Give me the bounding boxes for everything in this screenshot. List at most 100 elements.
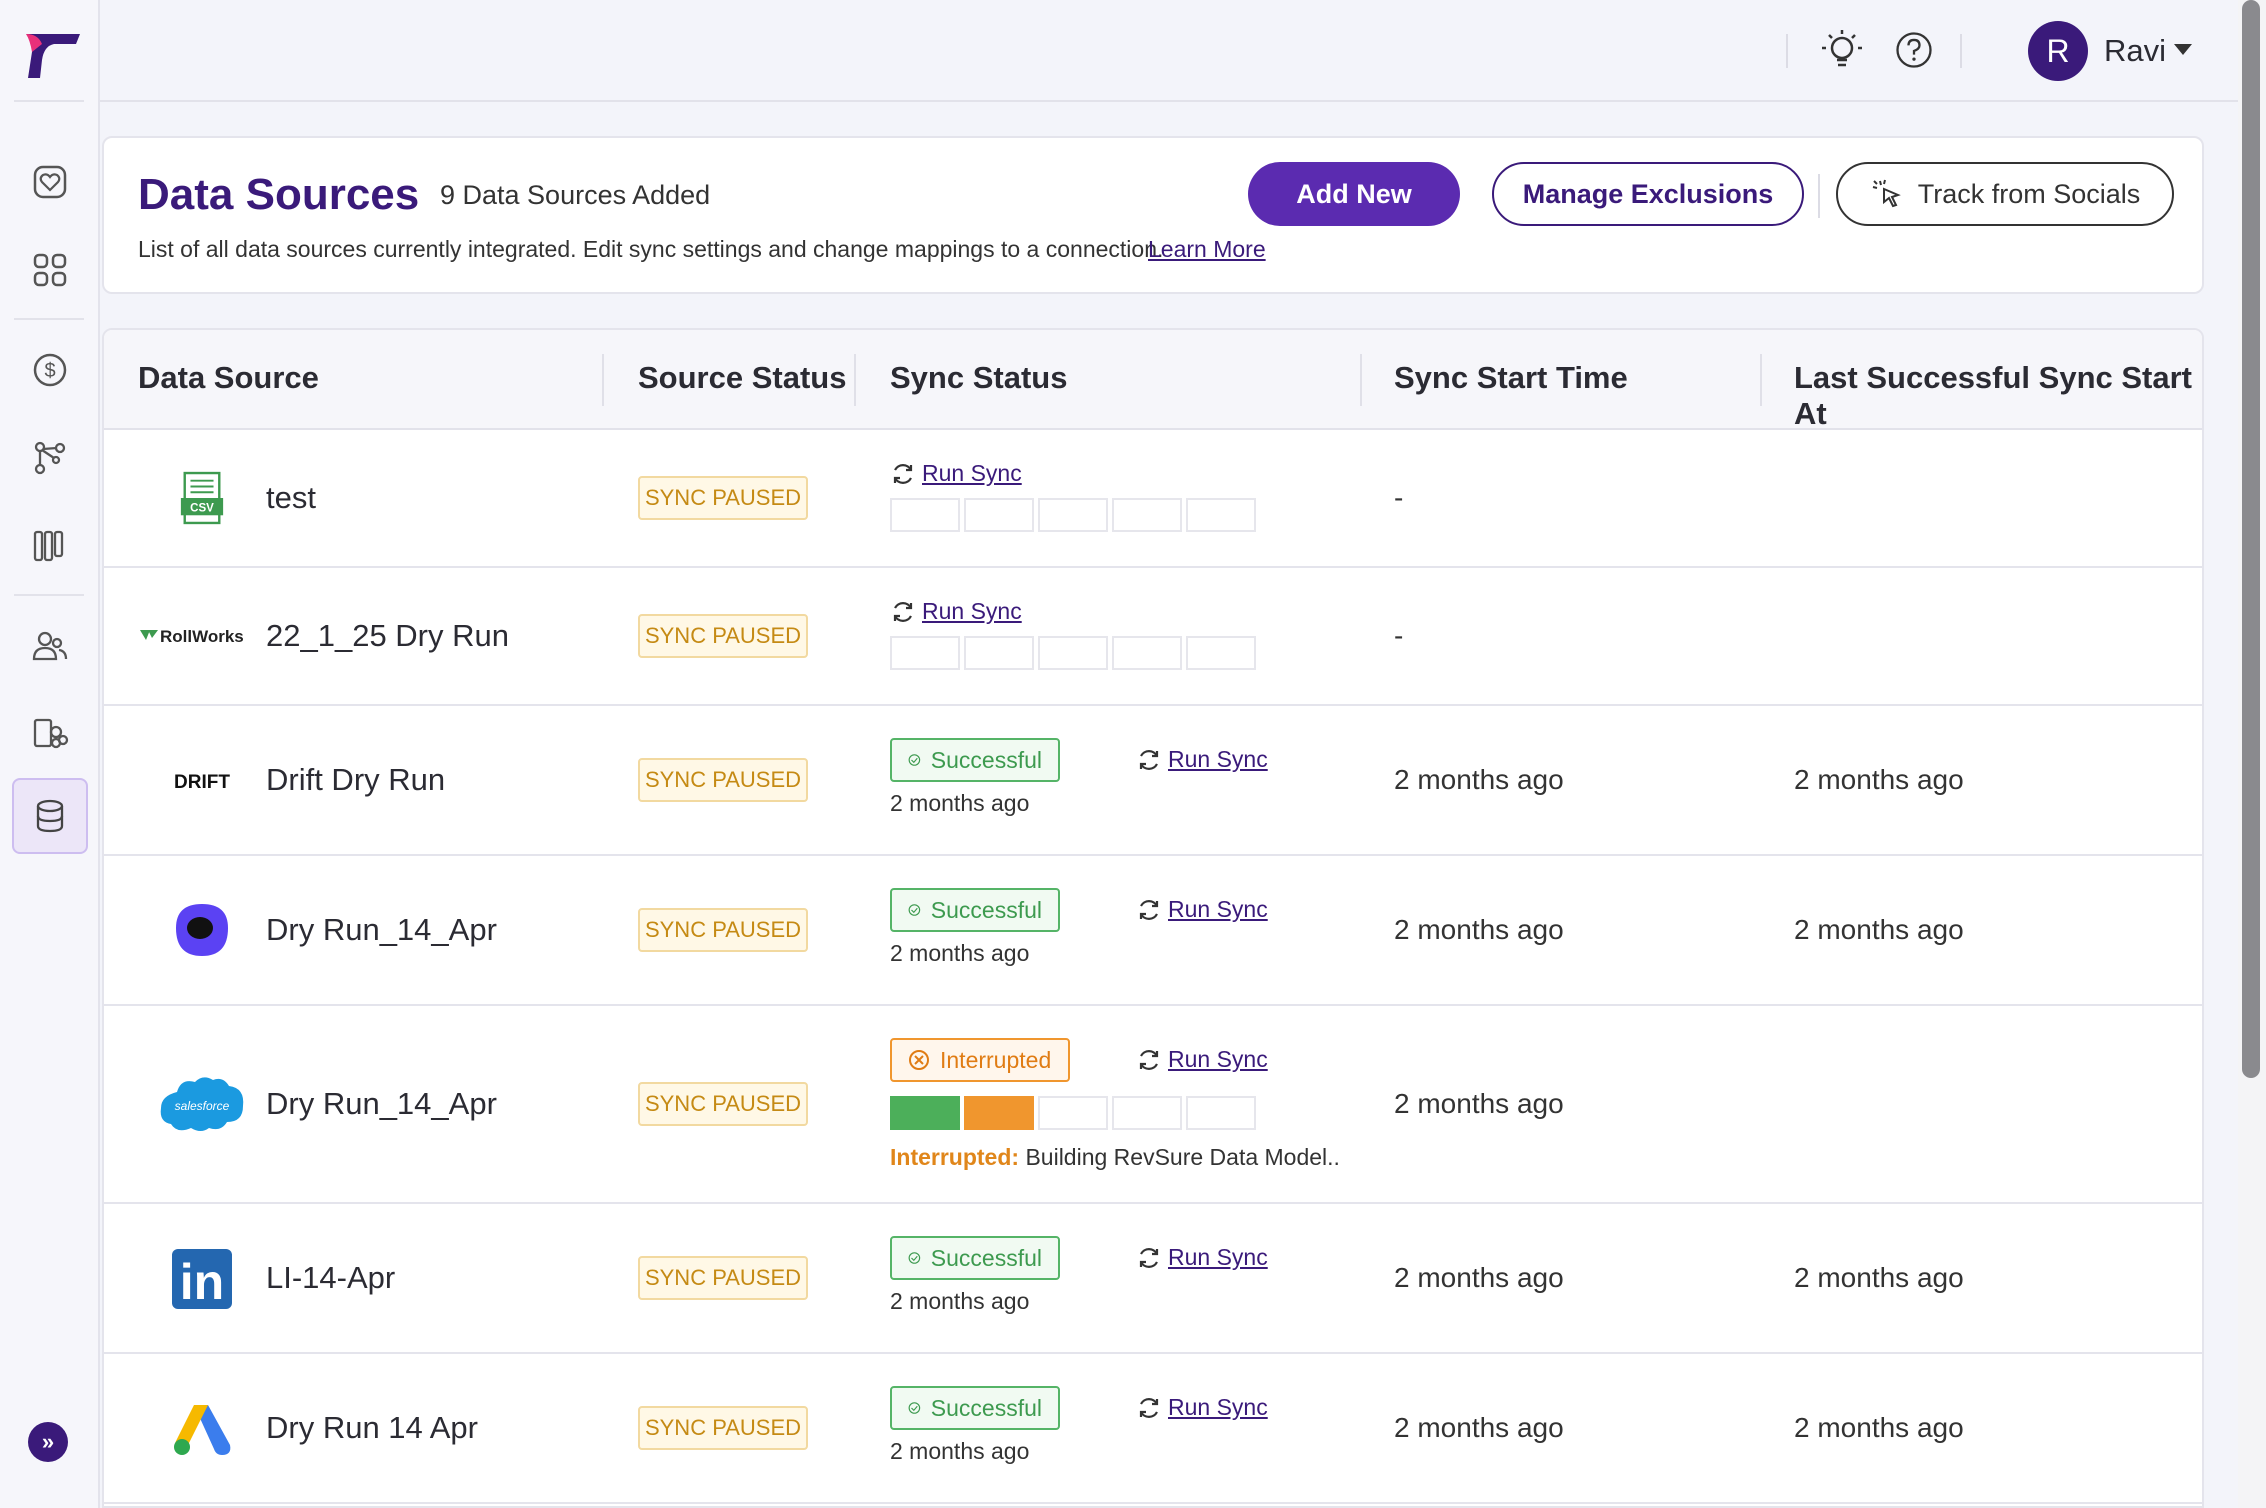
progress-segment xyxy=(1038,498,1108,532)
check-circle-icon xyxy=(908,754,921,766)
data-source-name: Drift Dry Run xyxy=(266,762,446,797)
sidebar-expand-button[interactable]: » xyxy=(28,1422,68,1462)
theme-toggle-button[interactable] xyxy=(1818,26,1866,74)
sync-status-badge: Successful xyxy=(890,1386,1060,1430)
sidebar-item-people[interactable] xyxy=(12,608,88,684)
sync-status-badge: Interrupted xyxy=(890,1038,1070,1082)
source-status-badge: SYNC PAUSED xyxy=(638,1406,808,1450)
run-sync-label: Run Sync xyxy=(1168,1046,1268,1072)
check-circle-icon xyxy=(908,1252,921,1264)
table-row[interactable]: DRIFT Drift Dry Run SYNC PAUSED Successf… xyxy=(104,706,2202,856)
sidebar-item-data-sources[interactable] xyxy=(12,778,88,854)
run-sync-link[interactable]: Run Sync xyxy=(1136,746,1268,773)
column-header-data-source[interactable]: Data Source xyxy=(138,360,319,395)
column-header-sync-status[interactable]: Sync Status xyxy=(890,360,1068,395)
refresh-icon xyxy=(1139,899,1159,920)
run-sync-link[interactable]: Run Sync xyxy=(890,460,1022,487)
drift-logo-text: DRIFT xyxy=(174,772,230,793)
salesforce-logo-text: salesforce xyxy=(175,1099,230,1113)
topbar-divider xyxy=(1960,34,1962,68)
run-sync-label: Run Sync xyxy=(1168,1244,1268,1270)
page-title: Data Sources xyxy=(138,170,420,219)
sync-progress xyxy=(890,1096,1256,1130)
progress-segment xyxy=(1112,1096,1182,1130)
table-row[interactable]: RollWorks 22_1_25 Dry Run SYNC PAUSED Ru… xyxy=(104,568,2202,706)
progress-segment xyxy=(1186,636,1256,670)
last-successful-sync: 2 months ago xyxy=(1794,764,1964,795)
progress-segment xyxy=(1038,1096,1108,1130)
table-row[interactable]: CSV test SYNC PAUSED Run Sync - xyxy=(104,430,2202,568)
table-row[interactable]: Dry Run_14_Apr SYNC PAUSED Successful 2 … xyxy=(104,856,2202,1006)
progress-segment-interrupted xyxy=(964,1096,1034,1130)
table-row[interactable]: salesforce Dry Run_14_Apr SYNC PAUSED In… xyxy=(104,1006,2202,1204)
topbar: R Ravi xyxy=(100,0,2238,102)
source-status-badge: SYNC PAUSED xyxy=(638,1082,808,1126)
csv-file-icon: CSV xyxy=(138,470,266,526)
progress-segment xyxy=(964,636,1034,670)
table-row[interactable]: in LI-14-Apr SYNC PAUSED Successful 2 mo… xyxy=(104,1204,2202,1354)
sidebar-item-journeys[interactable] xyxy=(12,420,88,496)
sidebar-item-home[interactable] xyxy=(12,144,88,220)
column-header-source-status[interactable]: Source Status xyxy=(638,360,847,395)
user-name[interactable]: Ravi xyxy=(2104,33,2167,68)
data-source-name: test xyxy=(266,480,316,515)
data-source-name: LI-14-Apr xyxy=(266,1260,396,1295)
sidebar-divider xyxy=(14,594,84,596)
manage-exclusions-button[interactable]: Manage Exclusions xyxy=(1492,162,1804,226)
run-sync-link[interactable]: Run Sync xyxy=(1136,1244,1268,1271)
run-sync-link[interactable]: Run Sync xyxy=(1136,896,1268,923)
svg-text:CSV: CSV xyxy=(190,502,214,514)
progress-segment xyxy=(1038,636,1108,670)
rollworks-logo: RollWorks xyxy=(138,616,266,656)
lightbulb-icon xyxy=(1822,30,1862,67)
check-circle-icon xyxy=(908,1402,921,1414)
last-successful-sync: 2 months ago xyxy=(1794,1412,1964,1443)
learn-more-link[interactable]: Learn More xyxy=(1148,236,1266,262)
accounts-icon xyxy=(33,718,69,749)
run-sync-link[interactable]: Run Sync xyxy=(1136,1394,1268,1421)
progress-segment xyxy=(890,636,960,670)
sync-start-time: 2 months ago xyxy=(1394,1262,1564,1293)
table-row[interactable]: Dry Run 14 Apr SYNC PAUSED Successful 2 … xyxy=(104,1354,2202,1504)
run-sync-link[interactable]: Run Sync xyxy=(890,598,1022,625)
sync-start-time: 2 months ago xyxy=(1394,1412,1564,1443)
progress-segment xyxy=(1186,498,1256,532)
cursor-click-icon xyxy=(1872,179,1901,208)
progress-segment xyxy=(1112,498,1182,532)
help-icon xyxy=(1896,32,1932,68)
source-status-badge: SYNC PAUSED xyxy=(638,1256,808,1300)
refresh-icon xyxy=(1139,1247,1159,1268)
track-from-socials-label: Track from Socials xyxy=(1917,178,2141,209)
brand-logo[interactable] xyxy=(24,30,82,80)
help-button[interactable] xyxy=(1890,26,1938,74)
sync-status-label: Successful xyxy=(930,746,1042,773)
heart-icon xyxy=(33,165,67,199)
table-header: Data Source Source Status Sync Status Sy… xyxy=(104,330,2202,431)
salesforce-logo: salesforce xyxy=(138,1072,266,1136)
run-sync-link[interactable]: Run Sync xyxy=(1136,1046,1268,1073)
sync-status-label: Successful xyxy=(930,1244,1042,1271)
add-new-button[interactable]: Add New xyxy=(1248,162,1460,226)
graph-icon xyxy=(34,441,66,475)
avatar[interactable]: R xyxy=(2028,21,2088,81)
sidebar-item-accounts[interactable] xyxy=(12,694,88,770)
run-sync-label: Run Sync xyxy=(922,598,1022,624)
data-sources-table: Data Source Source Status Sync Status Sy… xyxy=(102,328,2204,1508)
source-status-badge: SYNC PAUSED xyxy=(638,908,808,952)
sync-start-time: 2 months ago xyxy=(1394,914,1564,945)
dollar-icon: $ xyxy=(33,353,67,387)
interrupted-label: Interrupted: xyxy=(890,1144,1020,1170)
column-header-last-successful-sync[interactable]: Last Successful Sync Start At xyxy=(1794,360,2192,431)
sidebar-item-dashboards[interactable] xyxy=(12,232,88,308)
progress-segment xyxy=(964,498,1034,532)
sidebar-item-pipeline[interactable] xyxy=(12,508,88,584)
data-source-name: Dry Run 14 Apr xyxy=(266,1410,478,1445)
column-header-sync-start-time[interactable]: Sync Start Time xyxy=(1394,360,1628,395)
chevron-down-icon[interactable] xyxy=(2174,44,2192,55)
data-source-name: Dry Run_14_Apr xyxy=(266,912,497,947)
data-source-name: Dry Run_14_Apr xyxy=(266,1086,497,1121)
track-from-socials-button[interactable]: Track from Socials xyxy=(1836,162,2174,226)
sidebar-item-revenue[interactable]: $ xyxy=(12,332,88,408)
scrollbar-thumb[interactable] xyxy=(2242,0,2260,1078)
sync-start-time: 2 months ago xyxy=(1394,1088,1564,1119)
